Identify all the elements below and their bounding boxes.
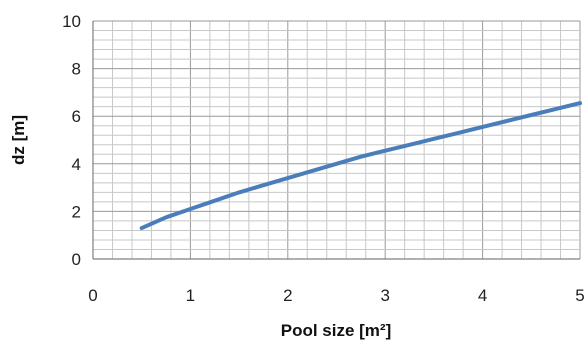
x-tick-label: 5 [575, 286, 584, 305]
y-tick-label: 0 [72, 250, 81, 269]
x-tick-labels: 0 1 2 3 4 5 [88, 286, 584, 305]
y-tick-label: 6 [72, 107, 81, 126]
x-tick-label: 2 [283, 286, 292, 305]
y-tick-label: 4 [72, 155, 81, 174]
series-group [139, 101, 582, 231]
y-tick-labels: 0 2 4 6 8 10 [62, 12, 81, 269]
y-axis-label: dz [m] [9, 115, 28, 165]
x-tick-label: 0 [88, 286, 97, 305]
x-tick-label: 4 [478, 286, 487, 305]
x-tick-label: 3 [380, 286, 389, 305]
x-tick-label: 1 [186, 286, 195, 305]
y-tick-label: 8 [72, 60, 81, 79]
x-axis-label: Pool size [m²] [281, 321, 392, 340]
series-line [139, 101, 582, 231]
grid-lines [92, 20, 581, 260]
y-tick-label: 10 [62, 12, 81, 31]
axes [92, 21, 580, 260]
y-tick-label: 2 [72, 202, 81, 221]
